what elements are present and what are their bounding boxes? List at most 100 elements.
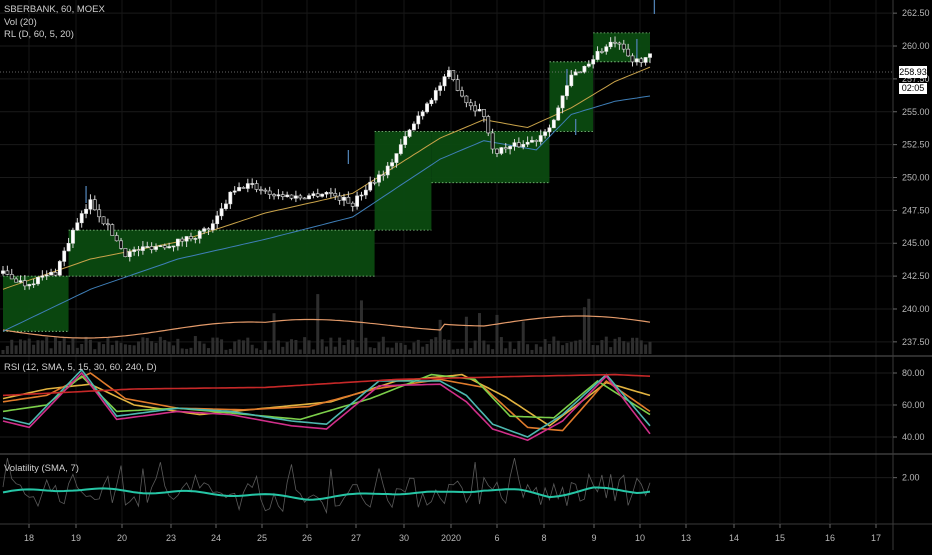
volume-bar [438, 319, 442, 354]
volume-bar [14, 345, 18, 354]
time-tick-label: 26 [302, 533, 312, 543]
candle-body [381, 174, 386, 177]
candle-body [167, 246, 172, 249]
volume-bar [499, 337, 503, 354]
candle-body [630, 55, 635, 63]
volume-bar [53, 337, 57, 354]
volume-bar [394, 342, 398, 354]
range-zone [593, 32, 650, 62]
candle-body [145, 246, 150, 248]
candle-body [560, 95, 565, 109]
time-tick-label: 19 [71, 533, 81, 543]
candle-body [101, 216, 106, 225]
rsi-series-line [2, 372, 651, 432]
candle-body [40, 275, 45, 278]
candle-body [210, 223, 215, 231]
volatility-pane: 2.00 [0, 458, 920, 515]
candle-body [398, 144, 403, 154]
volatility-legend[interactable]: Volatility (SMA, 7) [4, 463, 79, 474]
rl-indicator-label[interactable]: RL (D, 60, 5, 20) [4, 29, 74, 40]
rsi-tick-label: 80.00 [902, 368, 925, 378]
volume-bar [119, 342, 123, 354]
volume-bar [228, 348, 232, 354]
volume-bar [631, 337, 635, 354]
price-tick-label: 250.00 [902, 173, 930, 183]
candle-body [328, 192, 333, 194]
volume-bar [526, 344, 530, 354]
candle-body [197, 231, 202, 239]
volume-bar [421, 346, 425, 354]
candle-body [525, 141, 530, 145]
volume-bar [233, 341, 237, 354]
volume-bar [613, 338, 617, 354]
volume-bar [311, 349, 315, 354]
volume-bar [237, 339, 241, 354]
candle-body [36, 276, 40, 285]
volume-bar [272, 313, 276, 354]
candle-body [162, 245, 167, 249]
volume-bar [543, 339, 547, 354]
candle-body [433, 90, 438, 101]
candle-body [565, 85, 569, 97]
volume-bar [32, 344, 36, 354]
range-zone [3, 276, 69, 332]
candle-body [530, 140, 534, 143]
symbol-label[interactable]: SBERBANK, 60, MOEX [4, 4, 105, 15]
candle-body [355, 195, 360, 207]
candle-body [368, 181, 373, 191]
volume-bar [211, 337, 215, 354]
volume-bar [206, 348, 210, 354]
volume-bar [106, 337, 110, 354]
candle-body [390, 162, 394, 167]
candle-body [114, 235, 119, 242]
volume-bar [617, 337, 621, 354]
last-price-tag: 258.93 [899, 66, 927, 78]
candle-body [350, 202, 355, 207]
volume-bar [556, 340, 560, 354]
rsi-pane: 80.00 60.00 40.00 [0, 368, 925, 442]
volume-bar [145, 337, 149, 354]
candle-body [363, 189, 368, 196]
candle-body [180, 238, 185, 242]
volume-bar [508, 341, 512, 354]
volume-bar [517, 340, 521, 354]
volume-bar [443, 339, 447, 354]
volume-bar [377, 342, 381, 354]
volume-bar [565, 343, 569, 354]
candle-body [293, 195, 298, 199]
volume-bar [40, 340, 44, 354]
volume-bar [154, 342, 158, 354]
candle-body [438, 85, 443, 91]
candle-body [267, 190, 272, 195]
volume-bar [307, 340, 311, 354]
candle-body [490, 132, 495, 150]
candle-body [617, 42, 622, 45]
candle-body [250, 183, 255, 185]
candle-body [495, 148, 499, 154]
candle-body [272, 194, 276, 197]
candle-body [486, 116, 491, 134]
volume-bar [115, 340, 119, 354]
candle-body [263, 189, 268, 192]
candle-body [420, 111, 425, 117]
candle-body [346, 196, 351, 204]
volume-bar [403, 344, 407, 354]
candle-body [315, 193, 320, 197]
volume-indicator-label[interactable]: Vol (20) [4, 16, 37, 28]
volatility-tick-label: 2.00 [902, 473, 920, 483]
volume-bar [456, 348, 460, 354]
volume-bar [451, 349, 455, 354]
candle-body [516, 142, 521, 148]
candle-body [604, 46, 609, 52]
volume-bar [635, 337, 639, 354]
rsi-series-line [2, 373, 651, 421]
rsi-legend[interactable]: RSI (12, SMA, 5, 15, 30, 60, 240, D) [4, 362, 157, 373]
countdown-tag: 02:05 [899, 83, 927, 94]
price-tick-label: 242.50 [902, 271, 930, 281]
volume-bar [185, 348, 189, 354]
volume-bar [486, 344, 490, 354]
time-tick-label: 15 [775, 533, 785, 543]
time-tick-label: 6 [494, 533, 499, 543]
candle-body [455, 79, 460, 91]
